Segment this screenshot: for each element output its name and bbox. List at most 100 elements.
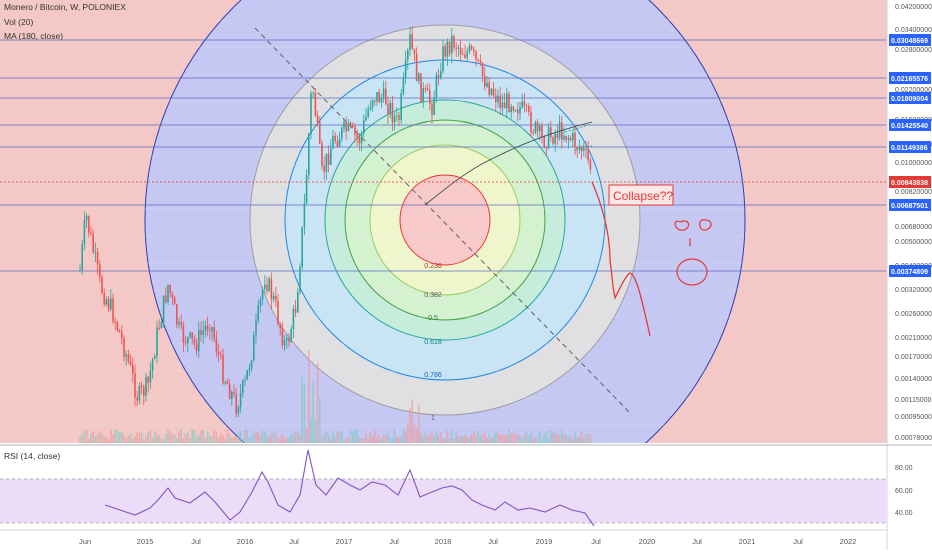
candle-body xyxy=(193,338,196,344)
candle-body xyxy=(83,220,86,245)
candle-body xyxy=(292,308,295,330)
volume-bar xyxy=(248,437,251,443)
candle-body xyxy=(492,88,495,96)
candle-body xyxy=(420,73,422,103)
volume-bar xyxy=(217,437,220,443)
candle-body xyxy=(341,127,343,139)
volume-bar xyxy=(312,382,314,443)
volume-bar xyxy=(444,438,446,443)
volume-bar xyxy=(292,433,295,443)
candle-body xyxy=(319,122,321,144)
price-level-label: 0.01425540 xyxy=(891,123,928,130)
fib-level-label: 0.618 xyxy=(424,339,442,346)
candle-body xyxy=(334,135,336,142)
candle-body xyxy=(149,370,152,383)
time-tick-label: 2016 xyxy=(237,537,254,546)
volume-bar xyxy=(532,438,534,443)
candle-body xyxy=(435,74,438,98)
candle-body xyxy=(222,355,224,384)
rsi-legend: RSI (14, close) xyxy=(4,451,61,461)
candle-body xyxy=(160,321,163,329)
candle-body xyxy=(107,299,110,309)
time-tick-label: Jul xyxy=(191,537,201,546)
volume-bar xyxy=(220,433,222,443)
volume-bar xyxy=(323,434,325,443)
candle-body xyxy=(184,342,187,344)
candle-body xyxy=(250,360,253,369)
candle-body xyxy=(347,122,350,131)
candle-body xyxy=(277,300,279,324)
time-tick-label: Jul xyxy=(793,537,803,546)
volume-bar xyxy=(213,429,215,443)
volume-bar xyxy=(92,431,94,443)
volume-bar xyxy=(541,438,543,443)
candle-body xyxy=(127,354,130,362)
candle-body xyxy=(281,328,284,346)
candle-body xyxy=(422,87,424,103)
candle-body xyxy=(349,122,352,126)
candle-body xyxy=(444,46,446,57)
candle-body xyxy=(310,92,312,135)
volume-bar xyxy=(545,430,548,443)
candle-body xyxy=(545,147,548,149)
volume-bar xyxy=(396,437,398,443)
candle-body xyxy=(176,304,178,325)
volume-bar xyxy=(347,436,350,443)
candle-body xyxy=(264,284,266,290)
volume-bar xyxy=(572,438,574,443)
candle-body xyxy=(543,136,545,148)
candle-body xyxy=(338,138,341,147)
volume-bar xyxy=(587,434,589,443)
volume-bar xyxy=(325,431,328,443)
volume-bar xyxy=(437,435,440,443)
volume-bar xyxy=(228,434,231,443)
price-level-badge xyxy=(889,119,931,131)
volume-bar xyxy=(327,434,330,443)
price-tick-label: 0.00820000 xyxy=(895,189,932,196)
fib-level-label: 0.236 xyxy=(424,263,442,270)
volume-bar xyxy=(525,432,528,443)
price-tick-label: 0.00680000 xyxy=(895,224,932,231)
volume-bar xyxy=(138,432,141,443)
volume-bar xyxy=(338,430,341,443)
volume-bar xyxy=(391,438,394,443)
time-tick-label: 2019 xyxy=(536,537,553,546)
volume-bar xyxy=(288,437,290,443)
fib-level-label: 0.382 xyxy=(424,292,442,299)
candle-body xyxy=(156,327,158,357)
candle-body xyxy=(167,284,169,303)
volume-bar xyxy=(147,431,149,443)
candle-body xyxy=(345,121,347,131)
volume-bar xyxy=(275,433,277,443)
candle-body xyxy=(268,278,270,291)
candle-body xyxy=(470,45,473,50)
candle-body xyxy=(286,338,288,341)
candle-body xyxy=(270,278,273,300)
candle-body xyxy=(486,82,488,87)
candle-body xyxy=(279,323,281,329)
candle-body xyxy=(517,110,519,114)
price-tick-label: 0.01000000 xyxy=(895,160,932,167)
candle-body xyxy=(217,352,220,355)
volume-bar xyxy=(94,436,97,443)
candle-body xyxy=(565,135,567,140)
volume-bar xyxy=(85,429,88,443)
volume-bar xyxy=(200,430,202,443)
price-tick-label: 0.00500000 xyxy=(895,239,932,246)
fib-circle xyxy=(399,174,491,266)
candle-body xyxy=(409,34,411,51)
candle-body xyxy=(206,325,209,331)
candle-body xyxy=(499,95,501,108)
rsi-band xyxy=(0,479,887,523)
candle-body xyxy=(572,132,574,141)
candle-body xyxy=(552,137,554,144)
candle-body xyxy=(547,127,550,149)
candle-body xyxy=(266,284,268,291)
candle-body xyxy=(413,48,416,54)
volume-bar xyxy=(433,436,435,443)
volume-bar xyxy=(569,435,572,443)
volume-bar xyxy=(561,429,563,443)
time-tick-label: 2022 xyxy=(840,537,857,546)
